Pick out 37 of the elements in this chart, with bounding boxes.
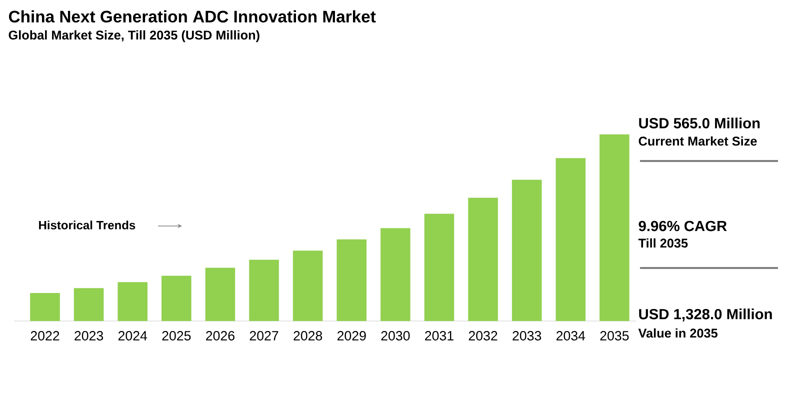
x-tick-label: 2030 xyxy=(381,331,410,340)
bar xyxy=(512,180,542,322)
x-tick-label: 2029 xyxy=(337,331,366,340)
bar xyxy=(292,250,323,322)
bar xyxy=(205,268,236,322)
chart-subtitle: Global Market Size, Till 2035 (USD Million) xyxy=(8,30,260,42)
chart-title: China Next Generation ADC Innovation Market xyxy=(8,10,376,23)
x-tick-label: 2028 xyxy=(294,331,322,340)
x-tick-label: 2034 xyxy=(556,331,586,340)
bar xyxy=(336,239,367,322)
bar xyxy=(556,158,586,322)
text: Till 2035 xyxy=(638,238,688,248)
bar xyxy=(30,292,60,322)
bar xyxy=(118,282,148,322)
x-tick-label: 2022 xyxy=(30,331,60,340)
bar xyxy=(74,288,104,322)
x-tick-label: 2024 xyxy=(118,331,148,340)
x-tick-label: 2026 xyxy=(206,331,234,340)
annotation: Historical Trends xyxy=(39,220,136,230)
text: 9.96% CAGR xyxy=(638,220,727,232)
x-tick-label: 2027 xyxy=(250,331,278,340)
text: USD 565.0 Million xyxy=(639,118,760,128)
text: USD 1,328.0 Million xyxy=(639,308,772,322)
bar xyxy=(468,198,498,322)
text: Value in 2035 xyxy=(638,328,718,338)
x-tick-label: 2023 xyxy=(74,331,104,340)
bar xyxy=(424,214,454,322)
x-tick-label: 2031 xyxy=(425,331,454,340)
x-tick-label: 2025 xyxy=(162,331,191,340)
bar xyxy=(162,276,192,322)
x-tick-label: 2033 xyxy=(512,331,542,340)
bar xyxy=(249,260,279,322)
text: Current Market Size xyxy=(638,136,757,146)
bar xyxy=(600,134,630,322)
bar xyxy=(380,228,410,322)
x-tick-label: 2032 xyxy=(468,331,498,340)
x-tick-label: 2035 xyxy=(600,331,629,340)
